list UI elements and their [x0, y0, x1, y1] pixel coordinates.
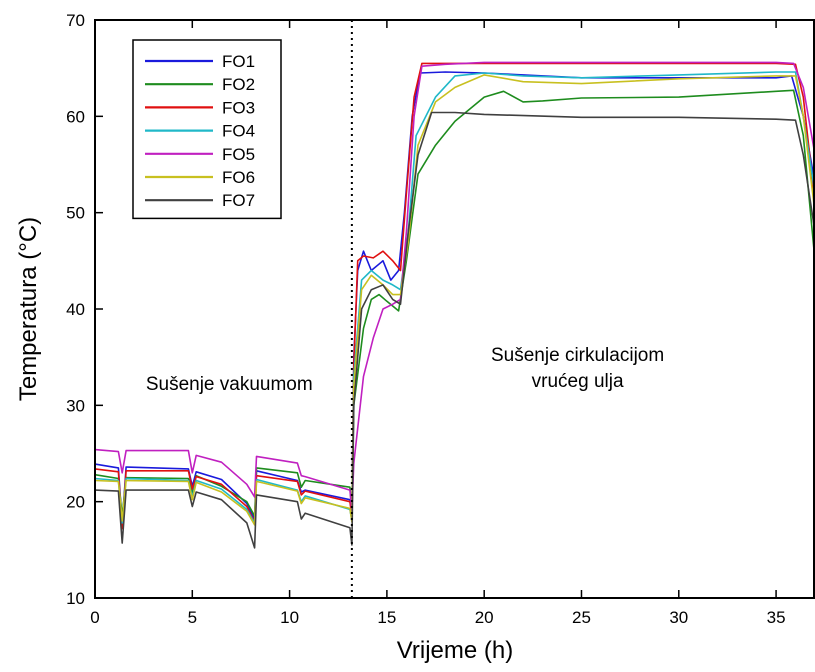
- y-tick-label: 50: [66, 204, 85, 223]
- y-tick-label: 30: [66, 396, 85, 415]
- y-tick-label: 10: [66, 589, 85, 608]
- y-tick-label: 20: [66, 493, 85, 512]
- annotations-layer: Sušenje vakuumom Sušenje cirkulacijom vr…: [146, 345, 664, 395]
- legend: FO1 FO2 FO3 FO4 FO5 FO6 FO7: [132, 39, 282, 220]
- legend-label-fo6: FO6: [222, 168, 255, 187]
- y-tick-label: 70: [66, 11, 85, 30]
- series-line-fo7: [94, 111, 815, 549]
- legend-box: [132, 39, 282, 220]
- x-tick-label: 0: [90, 608, 99, 627]
- x-axis-title: Vrijeme (h): [397, 637, 513, 664]
- annotation-vacuum-drying: Sušenje vakuumom: [146, 374, 313, 395]
- legend-label-fo7: FO7: [222, 191, 255, 210]
- x-tick-label: 25: [572, 608, 591, 627]
- y-axis-title: Temperatura (°C): [15, 217, 42, 401]
- x-tick-label: 5: [188, 608, 197, 627]
- series-layer: [94, 61, 815, 549]
- series-line-fo6: [94, 74, 815, 526]
- annotation-oil-drying-line1: Sušenje cirkulacijom: [491, 345, 664, 366]
- legend-label-fo4: FO4: [222, 122, 255, 141]
- x-tick-label: 35: [767, 608, 786, 627]
- series-line-fo3: [94, 62, 815, 530]
- legend-label-fo5: FO5: [222, 145, 255, 164]
- y-tick-label: 60: [66, 107, 85, 126]
- x-tick-label: 20: [475, 608, 494, 627]
- y-tick-label: 40: [66, 300, 85, 319]
- x-tick-label: 10: [280, 608, 299, 627]
- legend-label-fo2: FO2: [222, 75, 255, 94]
- annotation-oil-drying-line2: vrućeg ulja: [532, 371, 624, 392]
- x-tick-label: 30: [669, 608, 688, 627]
- ticks-layer: 0 5 10 15 20 25 30 35 10 20 30 40 50 60 70: [66, 11, 785, 627]
- x-tick-label: 15: [377, 608, 396, 627]
- legend-label-fo1: FO1: [222, 52, 255, 71]
- legend-label-fo3: FO3: [222, 98, 255, 117]
